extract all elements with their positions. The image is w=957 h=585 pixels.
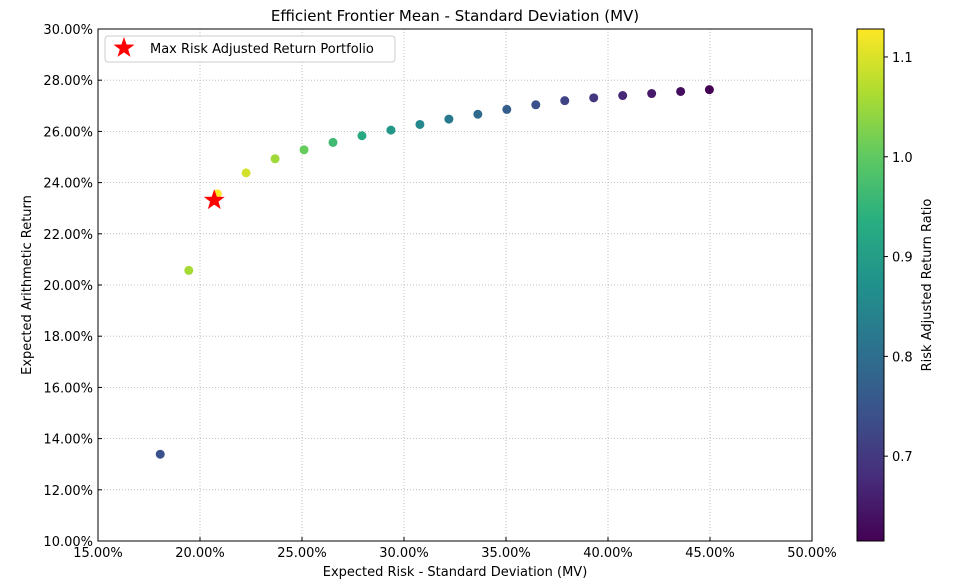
y-tick-label: 30.00% bbox=[43, 23, 93, 38]
frontier-point bbox=[155, 449, 165, 459]
legend-label: Max Risk Adjusted Return Portfolio bbox=[150, 42, 374, 57]
frontier-point bbox=[357, 131, 367, 141]
y-tick-label: 14.00% bbox=[43, 433, 93, 448]
frontier-point bbox=[241, 168, 251, 178]
colorbar-label: Risk Adjusted Return Ratio bbox=[920, 199, 935, 372]
y-axis-label: Expected Arithmetic Return bbox=[20, 195, 35, 375]
x-tick-label: 30.00% bbox=[379, 546, 429, 561]
frontier-point bbox=[444, 114, 454, 124]
chart-title: Efficient Frontier Mean - Standard Devia… bbox=[271, 7, 639, 25]
y-tick-label: 12.00% bbox=[43, 484, 93, 499]
plot-area-frame bbox=[97, 28, 813, 542]
colorbar-gradient bbox=[856, 28, 885, 542]
frontier-point bbox=[589, 93, 599, 103]
colorbar-tick-label: 0.9 bbox=[892, 251, 913, 266]
colorbar-tick-label: 0.8 bbox=[892, 350, 913, 365]
colorbar-tick-label: 0.7 bbox=[892, 450, 913, 465]
y-tick-label: 10.00% bbox=[43, 535, 93, 550]
frontier-point bbox=[386, 125, 396, 135]
frontier-point bbox=[184, 265, 194, 275]
y-tick-label: 24.00% bbox=[43, 177, 93, 192]
x-tick-label: 15.00% bbox=[73, 546, 123, 561]
colorbar-ticks: 0.7 0.8 0.9 1.0 1.1 bbox=[884, 51, 913, 465]
frontier-point bbox=[618, 91, 628, 101]
x-tick-label: 20.00% bbox=[175, 546, 225, 561]
frontier-point bbox=[704, 85, 714, 95]
scatter-points bbox=[155, 85, 714, 459]
frontier-point bbox=[270, 154, 280, 164]
colorbar-tick-label: 1.0 bbox=[892, 151, 913, 166]
grid-lines bbox=[98, 29, 812, 541]
y-tick-label: 28.00% bbox=[43, 74, 93, 89]
y-tick-label: 20.00% bbox=[43, 279, 93, 294]
y-tick-label: 22.00% bbox=[43, 228, 93, 243]
frontier-point bbox=[473, 109, 483, 119]
frontier-point bbox=[415, 119, 425, 129]
y-axis-ticks: 10.00% 12.00% 14.00% 16.00% 18.00% 20.00% 22.0… bbox=[43, 23, 102, 550]
y-tick-label: 26.00% bbox=[43, 125, 93, 140]
x-tick-label: 25.00% bbox=[277, 546, 327, 561]
max-ratio-star bbox=[203, 189, 225, 210]
frontier-point bbox=[560, 96, 570, 106]
x-tick-label: 40.00% bbox=[583, 546, 633, 561]
frontier-point bbox=[676, 86, 686, 96]
x-tick-label: 45.00% bbox=[685, 546, 735, 561]
x-axis-ticks: 15.00% 20.00% 25.00% 30.00% 35.00% 40.00% 45.0… bbox=[73, 537, 837, 561]
frontier-point bbox=[531, 100, 541, 110]
y-tick-label: 16.00% bbox=[43, 381, 93, 396]
legend: Max Risk Adjusted Return Portfolio bbox=[104, 35, 396, 63]
frontier-point bbox=[299, 145, 309, 155]
frontier-point bbox=[647, 89, 657, 99]
colorbar-tick-label: 1.1 bbox=[892, 51, 913, 66]
legend-star-marker bbox=[113, 37, 135, 57]
y-tick-label: 18.00% bbox=[43, 330, 93, 345]
legend-box bbox=[104, 35, 396, 63]
colorbar: 0.7 0.8 0.9 1.0 1.1 Risk Adjusted Return Rat… bbox=[856, 28, 935, 542]
x-tick-label: 35.00% bbox=[481, 546, 531, 561]
frontier-point bbox=[502, 104, 512, 114]
x-tick-label: 50.00% bbox=[787, 546, 837, 561]
x-axis-label: Expected Risk - Standard Deviation (MV) bbox=[323, 565, 588, 580]
frontier-point bbox=[328, 137, 338, 147]
